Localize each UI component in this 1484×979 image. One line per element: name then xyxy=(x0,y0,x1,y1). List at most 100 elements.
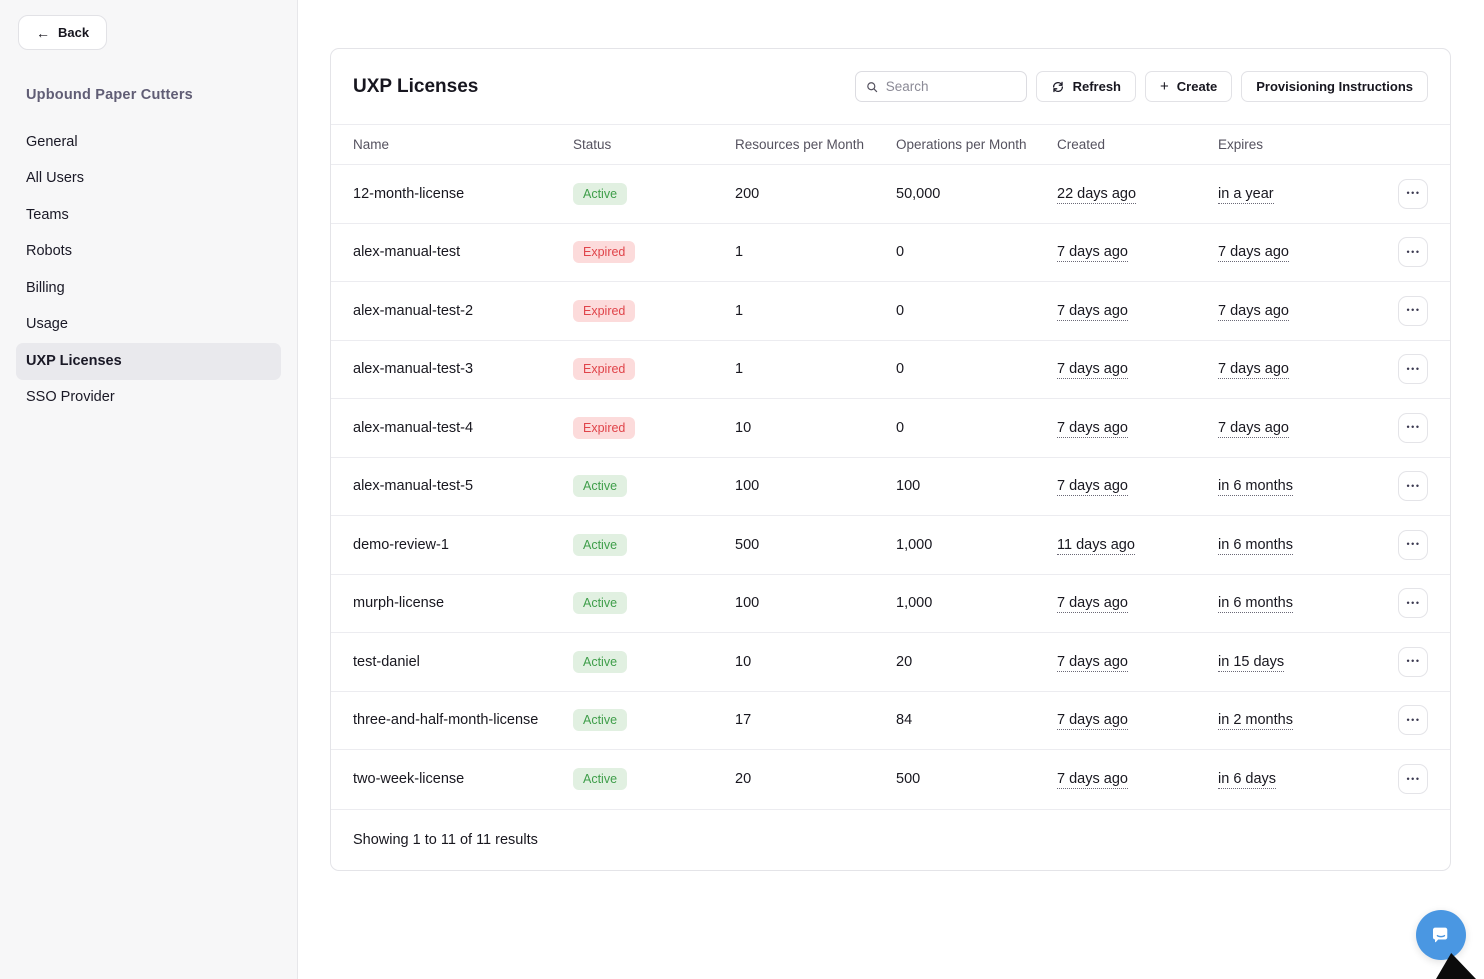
row-actions-button[interactable]: ••• xyxy=(1398,705,1428,736)
ellipsis-icon: ••• xyxy=(1406,422,1421,433)
resources-per-month-value: 100 xyxy=(735,595,760,612)
row-actions-button[interactable]: ••• xyxy=(1398,529,1428,560)
ellipsis-icon: ••• xyxy=(1406,714,1421,725)
ellipsis-icon: ••• xyxy=(1406,597,1421,608)
expires-value[interactable]: 7 days ago xyxy=(1218,361,1289,380)
sidebar-item[interactable]: SSO Provider xyxy=(16,380,281,417)
sidebar-item-label: Billing xyxy=(26,279,65,296)
created-value[interactable]: 7 days ago xyxy=(1057,653,1128,672)
column-header-operations: Operations per Month xyxy=(896,137,1027,152)
row-actions-button[interactable]: ••• xyxy=(1398,588,1428,619)
created-value[interactable]: 7 days ago xyxy=(1057,302,1128,321)
status-badge: Expired xyxy=(573,299,636,322)
row-actions-button[interactable]: ••• xyxy=(1398,237,1428,268)
resources-per-month-value: 1 xyxy=(735,361,744,378)
operations-per-month-value: 20 xyxy=(896,653,913,670)
expires-value[interactable]: in 15 days xyxy=(1218,653,1285,672)
created-value[interactable]: 11 days ago xyxy=(1057,536,1135,555)
table-row: alex-manual-test Expired 1 0 7 days ago … xyxy=(331,223,1450,282)
status-badge: Active xyxy=(573,768,628,791)
provisioning-instructions-button[interactable]: Provisioning Instructions xyxy=(1241,71,1428,102)
resources-per-month-value: 20 xyxy=(735,771,752,788)
row-actions-button[interactable]: ••• xyxy=(1398,764,1428,795)
row-actions-button[interactable]: ••• xyxy=(1398,471,1428,502)
results-summary: Showing 1 to 11 of 11 results xyxy=(331,808,1450,870)
resources-per-month-value: 10 xyxy=(735,653,752,670)
resources-per-month-value: 1 xyxy=(735,244,744,261)
resources-per-month-value: 17 xyxy=(735,712,752,729)
operations-per-month-value: 0 xyxy=(896,244,905,261)
expires-value[interactable]: 7 days ago xyxy=(1218,419,1289,438)
status-badge: Active xyxy=(573,650,628,673)
expires-value[interactable]: 7 days ago xyxy=(1218,302,1289,321)
back-button-label: Back xyxy=(58,25,90,40)
sidebar-item[interactable]: Teams xyxy=(16,197,281,234)
license-name: alex-manual-test-2 xyxy=(353,302,474,319)
sidebar-item-label: Robots xyxy=(26,243,72,260)
expires-value[interactable]: in a year xyxy=(1218,185,1274,204)
column-header-status: Status xyxy=(573,137,612,152)
sidebar-item-label: SSO Provider xyxy=(26,389,115,406)
sidebar-item[interactable]: All Users xyxy=(16,161,281,198)
ellipsis-icon: ••• xyxy=(1406,246,1421,257)
row-actions-button[interactable]: ••• xyxy=(1398,295,1428,326)
search-icon xyxy=(866,81,877,92)
expires-value[interactable]: in 2 months xyxy=(1218,712,1293,731)
status-badge: Expired xyxy=(573,241,636,264)
expires-value[interactable]: 7 days ago xyxy=(1218,244,1289,263)
created-value[interactable]: 7 days ago xyxy=(1057,478,1128,497)
column-header-created: Created xyxy=(1057,137,1106,152)
created-value[interactable]: 22 days ago xyxy=(1057,185,1137,204)
license-name: two-week-license xyxy=(353,771,465,788)
table-row: murph-license Active 100 1,000 7 days ag… xyxy=(331,574,1450,633)
resources-per-month-value: 1 xyxy=(735,302,744,319)
toolbar: Refresh + Create Provisioning Instructio… xyxy=(854,71,1428,102)
license-name: alex-manual-test-3 xyxy=(353,361,474,378)
table-header-row: Name Status Resources per Month Operatio… xyxy=(331,125,1450,165)
sidebar-item[interactable]: Robots xyxy=(16,234,281,271)
search-input[interactable] xyxy=(885,79,1016,94)
sidebar-item[interactable]: UXP Licenses xyxy=(16,343,281,380)
created-value[interactable]: 7 days ago xyxy=(1057,244,1128,263)
row-actions-button[interactable]: ••• xyxy=(1398,412,1428,443)
table-row: 12-month-license Active 200 50,000 22 da… xyxy=(331,165,1450,224)
back-arrow-icon: ← xyxy=(36,24,50,41)
table-body: 12-month-license Active 200 50,000 22 da… xyxy=(331,165,1450,809)
plus-icon: + xyxy=(1160,78,1169,95)
column-header-name: Name xyxy=(353,137,390,152)
status-badge: Active xyxy=(573,182,628,205)
expires-value[interactable]: in 6 months xyxy=(1218,478,1293,497)
row-actions-button[interactable]: ••• xyxy=(1398,646,1428,677)
create-button[interactable]: + Create xyxy=(1145,71,1233,102)
ellipsis-icon: ••• xyxy=(1406,773,1421,784)
chat-bubble-icon xyxy=(1432,927,1448,943)
status-badge: Active xyxy=(573,709,628,732)
created-value[interactable]: 7 days ago xyxy=(1057,361,1128,380)
row-actions-button[interactable]: ••• xyxy=(1398,354,1428,385)
search-box[interactable] xyxy=(854,71,1027,102)
row-actions-button[interactable]: ••• xyxy=(1398,178,1428,209)
chat-launcher-button[interactable] xyxy=(1416,910,1466,960)
sidebar-item-label: Usage xyxy=(26,316,68,333)
sidebar-item[interactable]: Usage xyxy=(16,307,281,344)
org-name-heading: Upbound Paper Cutters xyxy=(26,87,193,103)
expires-value[interactable]: in 6 months xyxy=(1218,595,1293,614)
created-value[interactable]: 7 days ago xyxy=(1057,771,1128,790)
created-value[interactable]: 7 days ago xyxy=(1057,595,1128,614)
back-button[interactable]: ← Back xyxy=(18,15,108,50)
created-value[interactable]: 7 days ago xyxy=(1057,419,1128,438)
expires-value[interactable]: in 6 days xyxy=(1218,771,1277,790)
refresh-button[interactable]: Refresh xyxy=(1035,71,1137,102)
table-row: test-daniel Active 10 20 7 days ago in 1… xyxy=(331,633,1450,692)
expires-value[interactable]: in 6 months xyxy=(1218,536,1293,555)
license-name: demo-review-1 xyxy=(353,536,449,553)
created-value[interactable]: 7 days ago xyxy=(1057,712,1128,731)
licenses-card: UXP Licenses Refresh xyxy=(330,48,1451,871)
sidebar-item-label: Teams xyxy=(26,206,69,223)
resources-per-month-value: 500 xyxy=(735,536,760,553)
column-header-resources: Resources per Month xyxy=(735,137,865,152)
page-title: UXP Licenses xyxy=(353,75,479,97)
table-row: alex-manual-test-5 Active 100 100 7 days… xyxy=(331,457,1450,516)
sidebar-item[interactable]: General xyxy=(16,124,281,161)
sidebar-item[interactable]: Billing xyxy=(16,270,281,307)
